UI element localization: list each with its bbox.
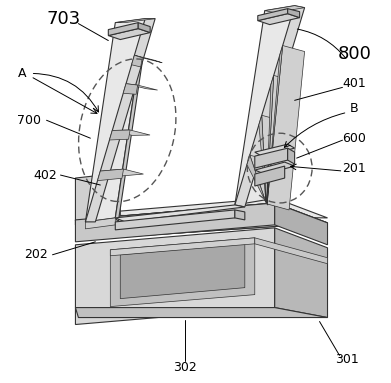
Text: 202: 202	[24, 248, 47, 261]
Polygon shape	[250, 155, 287, 207]
Text: 402: 402	[34, 169, 57, 182]
Text: 600: 600	[343, 132, 366, 145]
Polygon shape	[265, 6, 305, 13]
Polygon shape	[235, 210, 245, 220]
Polygon shape	[75, 308, 328, 318]
Polygon shape	[275, 203, 328, 245]
Polygon shape	[265, 6, 298, 205]
Text: 800: 800	[337, 44, 371, 62]
Polygon shape	[255, 144, 295, 156]
Polygon shape	[267, 75, 274, 203]
Text: B: B	[350, 102, 359, 115]
Text: 703: 703	[47, 10, 81, 28]
Polygon shape	[259, 115, 266, 202]
Polygon shape	[267, 75, 296, 209]
Text: 201: 201	[343, 162, 366, 175]
Text: 302: 302	[173, 361, 197, 374]
Polygon shape	[97, 169, 124, 181]
Polygon shape	[235, 6, 305, 207]
Polygon shape	[75, 203, 328, 240]
Polygon shape	[255, 238, 328, 264]
Polygon shape	[85, 19, 145, 222]
Polygon shape	[110, 238, 255, 306]
Polygon shape	[75, 203, 328, 240]
Polygon shape	[288, 9, 300, 18]
Polygon shape	[135, 55, 162, 63]
Text: 401: 401	[343, 77, 366, 90]
Polygon shape	[115, 19, 148, 222]
Polygon shape	[235, 6, 295, 205]
Polygon shape	[85, 218, 115, 229]
Polygon shape	[75, 198, 328, 218]
Polygon shape	[247, 155, 265, 201]
Polygon shape	[267, 46, 283, 204]
Polygon shape	[262, 115, 288, 208]
Polygon shape	[132, 55, 142, 67]
Text: A: A	[18, 67, 27, 80]
Text: 301: 301	[335, 353, 359, 366]
Polygon shape	[100, 169, 143, 176]
Polygon shape	[108, 29, 150, 39]
Polygon shape	[110, 238, 255, 256]
Polygon shape	[267, 46, 305, 210]
Polygon shape	[115, 205, 245, 222]
Polygon shape	[258, 14, 300, 25]
Polygon shape	[115, 19, 155, 23]
Polygon shape	[108, 23, 138, 36]
Polygon shape	[75, 173, 120, 225]
Polygon shape	[258, 9, 288, 21]
Polygon shape	[120, 244, 245, 299]
Polygon shape	[255, 162, 295, 174]
Polygon shape	[126, 83, 158, 90]
Polygon shape	[115, 210, 235, 230]
Polygon shape	[138, 23, 150, 33]
Polygon shape	[123, 83, 138, 94]
Polygon shape	[109, 130, 130, 140]
Polygon shape	[255, 166, 285, 186]
Polygon shape	[112, 130, 150, 136]
Polygon shape	[75, 228, 275, 324]
Polygon shape	[255, 148, 288, 168]
Polygon shape	[288, 148, 295, 164]
Polygon shape	[75, 203, 275, 242]
Polygon shape	[275, 228, 328, 318]
Text: 700: 700	[16, 114, 41, 127]
Polygon shape	[85, 19, 155, 222]
